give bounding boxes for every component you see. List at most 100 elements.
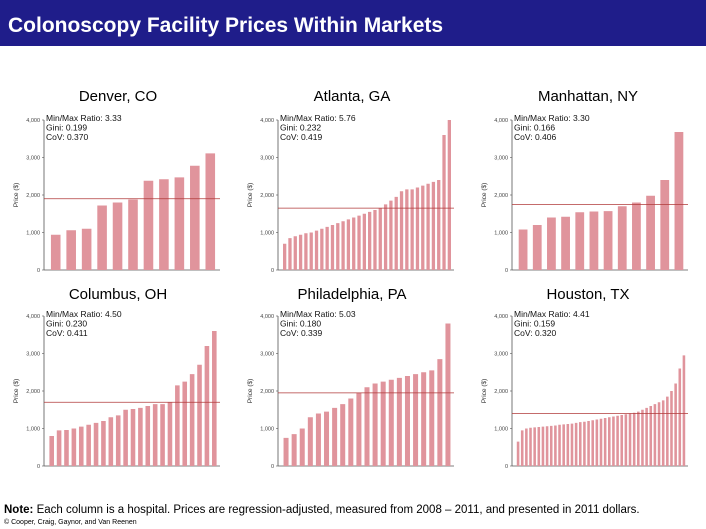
bar xyxy=(378,208,382,270)
bar xyxy=(64,430,69,466)
y-tick-label: 1,000 xyxy=(26,427,40,433)
y-tick-label: 1,000 xyxy=(260,231,274,237)
bar xyxy=(362,213,366,270)
bar xyxy=(421,372,427,466)
bar xyxy=(346,219,351,270)
bar xyxy=(520,430,524,466)
y-tick-label: 3,000 xyxy=(26,156,40,162)
bar xyxy=(603,211,613,270)
bar xyxy=(661,400,665,466)
bar xyxy=(315,413,321,466)
chart-houston: Price ($) 0 1,000 2,000 3,000 4,000 Min/Max Ra… xyxy=(481,309,688,470)
bar xyxy=(529,427,532,466)
bar xyxy=(189,374,195,466)
bar xyxy=(574,422,578,466)
city-label-manhattan: Manhattan, NY xyxy=(537,88,639,105)
y-tick-label: 0 xyxy=(505,268,508,274)
page-title: Colonoscopy Facility Prices Within Marke… xyxy=(8,14,444,37)
y-axis-label: Price ($) xyxy=(481,183,488,208)
bar xyxy=(394,196,398,270)
bar xyxy=(682,355,686,466)
stats-text: Min/Max Ratio: 4.50 xyxy=(46,309,122,319)
y-tick-label: 3,000 xyxy=(260,156,274,162)
bar xyxy=(616,415,619,466)
bar xyxy=(160,404,165,466)
y-tick-label: 1,000 xyxy=(494,231,508,237)
stats-text: Min/Max Ratio: 3.30 xyxy=(514,113,590,123)
chart-denver: Price ($) 0 1,000 2,000 3,000 4,000 Min/Max Ra… xyxy=(13,113,220,274)
y-tick-label: 4,000 xyxy=(494,118,508,124)
bar xyxy=(383,204,388,270)
y-axis-label: Price ($) xyxy=(13,379,20,404)
bar xyxy=(320,228,324,270)
bar xyxy=(404,376,410,466)
bar xyxy=(364,387,370,466)
bar xyxy=(674,132,684,270)
bar xyxy=(50,234,61,270)
bar xyxy=(437,180,441,270)
bar xyxy=(525,428,528,466)
city-label-philadelphia: Philadelphia, PA xyxy=(297,286,407,303)
stats-text: Min/Max Ratio: 5.03 xyxy=(280,309,356,319)
bar xyxy=(632,202,641,270)
bar xyxy=(583,421,586,466)
bar xyxy=(396,377,402,466)
y-tick-label: 3,000 xyxy=(494,156,508,162)
bar xyxy=(532,225,542,270)
bar xyxy=(283,243,287,270)
y-tick-label: 3,000 xyxy=(26,352,40,358)
note-label: Note: xyxy=(4,504,34,516)
bar xyxy=(649,406,653,466)
bar xyxy=(599,418,603,466)
y-tick-label: 2,000 xyxy=(494,389,508,395)
bar xyxy=(518,229,528,270)
chart-columbus: Price ($) 0 1,000 2,000 3,000 4,000 Min/Max Ra… xyxy=(13,309,220,470)
bar xyxy=(608,417,611,466)
stats-text: CoV: 0.339 xyxy=(280,328,322,338)
bar xyxy=(182,381,188,466)
bar xyxy=(348,398,354,466)
bar xyxy=(93,422,99,466)
stats-text: CoV: 0.406 xyxy=(514,132,556,142)
bar xyxy=(373,210,377,270)
y-tick-label: 4,000 xyxy=(26,118,40,124)
y-tick-label: 4,000 xyxy=(260,314,274,320)
bar xyxy=(637,411,640,466)
bar xyxy=(437,359,443,466)
bar xyxy=(174,177,185,270)
bar xyxy=(561,216,570,270)
bar xyxy=(357,215,361,270)
stats-text: Min/Max Ratio: 5.76 xyxy=(280,113,356,123)
bar xyxy=(645,407,648,466)
y-tick-label: 0 xyxy=(37,464,40,470)
bar xyxy=(641,409,644,466)
copyright: © Cooper, Craig, Gaynor, and Van Reenen xyxy=(4,519,137,526)
y-axis-label: Price ($) xyxy=(481,379,488,404)
title-banner: Colonoscopy Facility Prices Within Marke… xyxy=(0,0,706,46)
footnote: Note: Each column is a hospital. Prices … xyxy=(4,504,640,516)
bar xyxy=(541,426,545,466)
bar xyxy=(628,413,632,466)
bar xyxy=(128,199,138,270)
bar xyxy=(620,415,624,466)
y-tick-label: 1,000 xyxy=(260,427,274,433)
bar xyxy=(112,202,123,270)
bar xyxy=(167,402,173,466)
bar xyxy=(372,383,378,466)
bar xyxy=(545,426,549,466)
stats-text: Gini: 0.232 xyxy=(280,123,321,133)
bar xyxy=(197,364,202,466)
bar xyxy=(336,223,340,270)
bar xyxy=(674,383,677,466)
bar xyxy=(212,331,217,466)
bar xyxy=(288,238,292,270)
bar xyxy=(617,206,627,270)
bar xyxy=(595,419,599,466)
bar xyxy=(415,187,420,270)
bar xyxy=(516,441,520,466)
note-text: Each column is a hospital. Prices are re… xyxy=(36,504,640,516)
bar xyxy=(657,402,661,466)
bar xyxy=(445,323,451,466)
bar xyxy=(410,189,414,270)
bar xyxy=(145,406,151,466)
